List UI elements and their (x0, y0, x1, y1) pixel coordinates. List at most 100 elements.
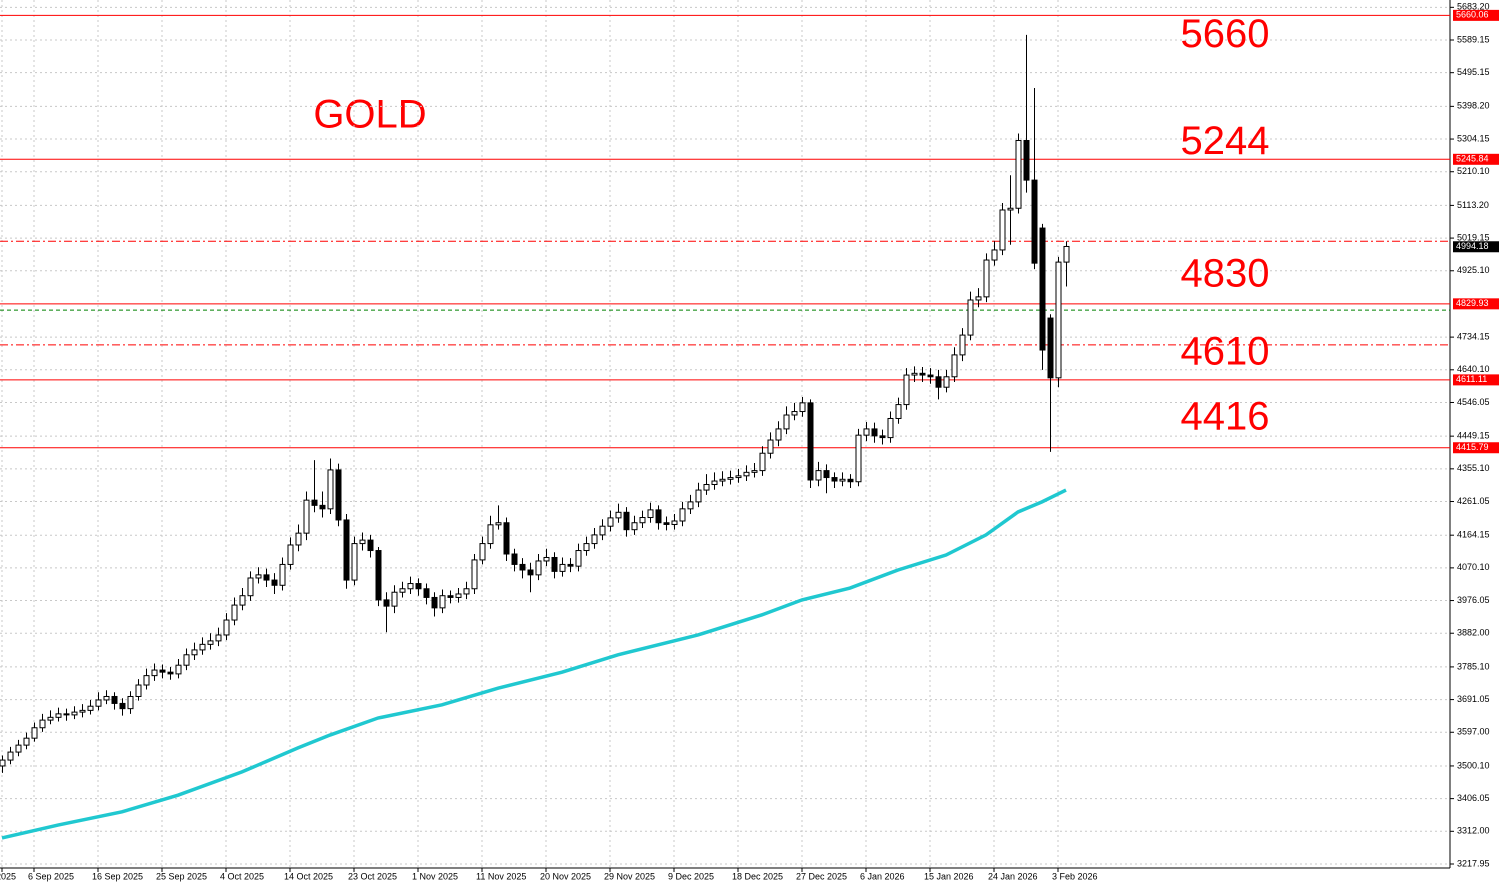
candle-body (271, 579, 278, 586)
candle-body (343, 519, 350, 581)
candle-body (215, 634, 222, 642)
candle-body (79, 709, 86, 713)
candle-body (855, 434, 862, 483)
candle-body (567, 563, 574, 567)
candle-body (599, 525, 606, 536)
level-annotation: 4610 (1181, 329, 1270, 373)
candle-body (623, 511, 630, 531)
candle-body (287, 544, 294, 565)
candle-body (695, 489, 702, 503)
candle-body (455, 593, 462, 598)
candle-body (655, 509, 662, 524)
y-tick-label: 4640.10 (1457, 364, 1490, 374)
candle-body (735, 475, 742, 479)
candle-body (583, 543, 590, 552)
candle-body (111, 695, 118, 704)
candle-body (991, 249, 998, 261)
candle-body (367, 539, 374, 552)
candle-body (879, 435, 886, 439)
candle-body (183, 654, 190, 666)
candle-body (519, 563, 526, 571)
candle-body (647, 509, 654, 519)
candle-body (1031, 179, 1038, 264)
candle-body (719, 478, 726, 482)
candle-body (463, 588, 470, 595)
y-tick-label: 3500.10 (1457, 760, 1490, 770)
candle-body (103, 695, 110, 701)
candle-body (279, 563, 286, 586)
candle-body (175, 664, 182, 675)
candle-body (47, 716, 54, 721)
candle-body (87, 705, 94, 711)
candle-body (1047, 317, 1054, 379)
candle-body (535, 560, 542, 576)
x-tick-label: 14 Oct 2025 (284, 871, 333, 881)
y-tick-label: 4449.15 (1457, 431, 1490, 441)
candle-body (375, 550, 382, 601)
x-tick-label: 2025 (0, 871, 16, 881)
candle-body (807, 402, 814, 481)
y-tick-label: 5589.15 (1457, 34, 1490, 44)
level-annotation: 4416 (1181, 394, 1270, 438)
candle-body (983, 259, 990, 298)
x-tick-label: 3 Feb 2026 (1052, 871, 1098, 881)
candle-body (391, 591, 398, 607)
y-tick-label: 3976.05 (1457, 595, 1490, 605)
candle-body (751, 470, 758, 473)
level-label-box (1453, 298, 1499, 310)
y-tick-label: 3882.00 (1457, 628, 1490, 638)
candle-body (95, 699, 102, 707)
level-label-box (1453, 153, 1499, 165)
x-tick-label: 1 Nov 2025 (412, 871, 458, 881)
y-tick-label: 4164.15 (1457, 530, 1490, 540)
candle-body (311, 499, 318, 506)
candle-body (871, 428, 878, 437)
candle-body (191, 649, 198, 656)
y-tick-label: 4070.10 (1457, 562, 1490, 572)
y-tick-label: 3597.00 (1457, 727, 1490, 737)
candle-body (839, 478, 846, 482)
candle-body (63, 713, 70, 716)
candle-body (951, 354, 958, 378)
candle-body (895, 404, 902, 419)
y-tick-label: 5304.15 (1457, 133, 1490, 143)
level-annotation: 5244 (1181, 119, 1270, 163)
x-tick-label: 9 Dec 2025 (668, 871, 714, 881)
candle-body (911, 372, 918, 376)
candle-body (263, 574, 270, 581)
level-label: 5245.84 (1456, 154, 1489, 164)
y-tick-label: 5398.20 (1457, 101, 1490, 111)
level-label: 4829.93 (1456, 298, 1489, 308)
candle-body (679, 508, 686, 522)
candle-body (591, 534, 598, 545)
candle-body (351, 543, 358, 581)
candle-body (127, 695, 134, 710)
y-tick-label: 3691.05 (1457, 694, 1490, 704)
candle-body (831, 477, 838, 482)
candle-body (295, 532, 302, 546)
candle-body (135, 684, 142, 697)
candle-body (527, 569, 534, 576)
candle-body (327, 469, 334, 510)
candle-body (303, 499, 310, 534)
candle-body (39, 719, 46, 729)
candle-body (775, 428, 782, 441)
x-tick-label: 16 Sep 2025 (92, 871, 143, 881)
candle-body (887, 417, 894, 439)
x-tick-label: 24 Jan 2026 (988, 871, 1038, 881)
level-label-box (1453, 9, 1499, 21)
y-tick-label: 4734.15 (1457, 331, 1490, 341)
y-tick-label: 5113.20 (1457, 200, 1489, 210)
candle-body (471, 559, 478, 590)
candle-body (143, 675, 150, 686)
candle-body (207, 640, 214, 645)
candle-body (943, 376, 950, 388)
candle-body (399, 588, 406, 593)
y-tick-label: 4355.10 (1457, 463, 1490, 473)
last-price-label: 4994.18 (1456, 241, 1489, 251)
candle-body (359, 539, 366, 545)
candle-body (863, 428, 870, 436)
x-tick-label: 27 Dec 2025 (796, 871, 847, 881)
